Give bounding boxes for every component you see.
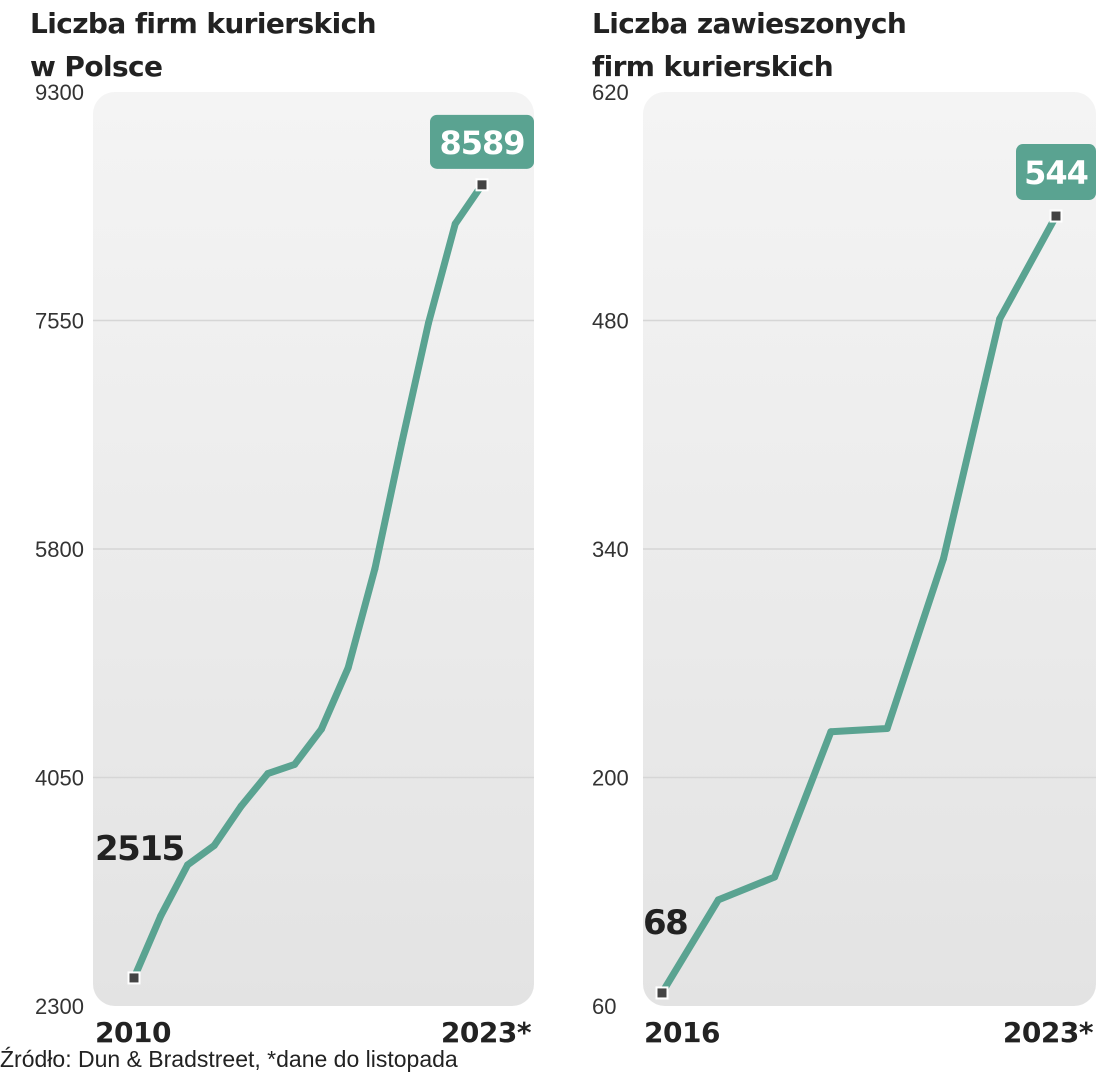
data-point	[184, 861, 192, 869]
end-value-badge	[430, 114, 534, 169]
y-tick-label: 480	[592, 309, 629, 334]
data-point	[237, 802, 245, 810]
data-point	[827, 728, 835, 736]
data-point	[714, 896, 722, 904]
chart-left: 2300 4050 5800 7550 9300 2010 2023* 2515 8589	[35, 80, 534, 1049]
y-tick-label: 340	[592, 537, 629, 562]
chart-right: 60 200 340 480 620 2016 2023* 68 544	[592, 80, 1096, 1049]
chart-title-left: Liczba firm kurierskich w Polsce	[30, 2, 377, 88]
y-tick-label: 620	[592, 80, 629, 105]
data-point	[424, 319, 432, 327]
end-marker	[475, 178, 489, 192]
y-tick-label: 9300	[35, 80, 84, 105]
data-point	[210, 841, 218, 849]
source-note: Źródło: Dun & Bradstreet, *dane do listo…	[0, 1046, 458, 1072]
data-point	[771, 873, 779, 881]
end-value-label: 544	[1024, 154, 1088, 192]
y-tick-label: 2300	[35, 994, 84, 1019]
data-point	[398, 439, 406, 447]
start-marker	[655, 986, 669, 1000]
x-tick-label: 2023*	[441, 1016, 532, 1049]
x-tick-label: 2016	[644, 1016, 720, 1049]
chart-title-right-line1: Liczba zawieszonych	[592, 7, 907, 40]
chart-title-left-line2: w Polsce	[30, 50, 163, 83]
data-point	[264, 770, 272, 778]
data-point	[291, 760, 299, 768]
data-point	[371, 565, 379, 573]
y-tick-label: 4050	[35, 766, 84, 791]
data-point	[996, 315, 1004, 323]
end-value-badge	[1016, 144, 1096, 201]
start-value-label: 2515	[95, 829, 184, 869]
data-point	[939, 555, 947, 563]
y-tick-label: 60	[592, 994, 616, 1019]
chart-title-right: Liczba zawieszonych firm kurierskich	[592, 2, 907, 88]
y-tick-label: 7550	[35, 309, 84, 334]
x-tick-label: 2010	[95, 1016, 171, 1049]
start-marker	[127, 971, 141, 985]
end-value-label: 8589	[439, 124, 524, 162]
data-line	[658, 212, 1060, 997]
data-point	[451, 220, 459, 228]
data-point	[157, 912, 165, 920]
end-marker	[1049, 209, 1063, 223]
x-tick-label: 2023*	[1003, 1016, 1094, 1049]
data-line	[130, 181, 486, 982]
data-point	[317, 725, 325, 733]
start-value-label: 68	[643, 903, 687, 943]
y-tick-label: 5800	[35, 537, 84, 562]
y-tick-label: 200	[592, 766, 629, 791]
data-point	[883, 725, 891, 733]
data-point	[344, 664, 352, 672]
chart-title-left-line1: Liczba firm kurierskich	[30, 7, 377, 40]
chart-title-right-line2: firm kurierskich	[592, 50, 834, 83]
